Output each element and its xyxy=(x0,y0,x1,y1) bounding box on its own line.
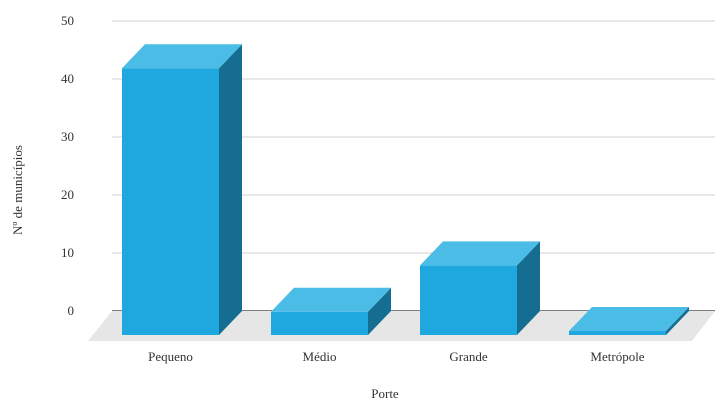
bar-grande xyxy=(420,241,540,335)
y-axis-title: Nº de municípios xyxy=(10,145,25,235)
y-tick-label: 50 xyxy=(61,13,74,28)
bar-top xyxy=(569,307,689,331)
y-tick-label: 30 xyxy=(61,129,74,144)
x-tick-label: Médio xyxy=(303,349,337,364)
y-tick-label: 10 xyxy=(61,245,74,260)
y-tick-labels: 0 10 20 30 40 50 xyxy=(61,13,74,318)
y-tick-label: 40 xyxy=(61,71,74,86)
y-tick-label: 0 xyxy=(68,303,75,318)
bar-side xyxy=(368,287,391,335)
floor-plane xyxy=(88,311,715,341)
chart-floor xyxy=(88,311,715,341)
bar-médio xyxy=(271,287,391,335)
x-tick-label: Grande xyxy=(449,349,487,364)
x-tick-label: Pequeno xyxy=(148,349,193,364)
bar-top xyxy=(122,44,242,69)
bar-top xyxy=(271,287,391,312)
x-tick-label: Metrópole xyxy=(590,349,644,364)
bar-side xyxy=(517,241,540,335)
bar-side xyxy=(666,307,689,335)
bar-front xyxy=(122,68,219,335)
bar-front xyxy=(569,331,666,335)
y-tick-label: 20 xyxy=(61,187,74,202)
bar-top xyxy=(420,241,540,266)
bar-side xyxy=(219,44,242,335)
x-tick-labels: Pequeno Médio Grande Metrópole xyxy=(148,349,645,364)
bar-pequeno xyxy=(122,44,242,335)
x-axis-title: Porte xyxy=(371,386,399,398)
bar-front xyxy=(420,265,517,335)
bar-front xyxy=(271,311,368,335)
bar-metrópole xyxy=(569,307,689,335)
bars xyxy=(122,44,689,335)
